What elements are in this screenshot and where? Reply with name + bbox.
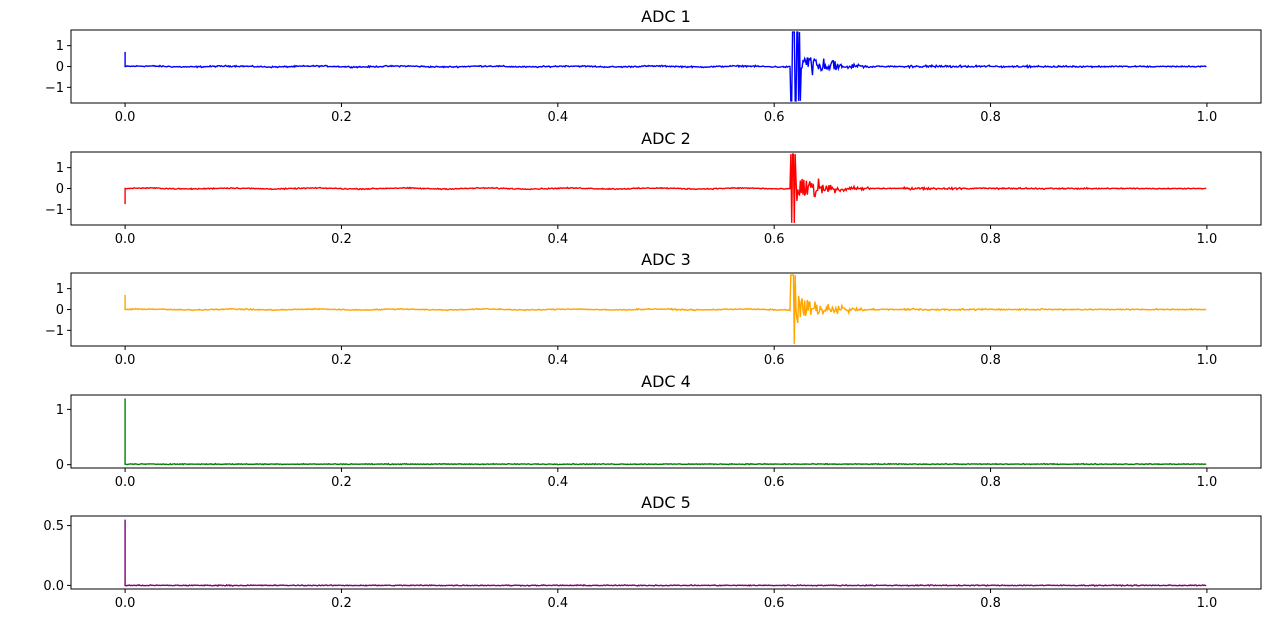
x-tick-label: 0.8 bbox=[980, 232, 1001, 247]
y-tick-label: 0.0 bbox=[43, 579, 64, 594]
x-tick-label: 0.6 bbox=[764, 232, 785, 247]
x-tick-label: 0.2 bbox=[331, 596, 352, 611]
x-tick-label: 0.8 bbox=[980, 475, 1001, 490]
y-tick-label: 1 bbox=[56, 282, 64, 297]
y-tick-label: 1 bbox=[56, 403, 64, 418]
x-tick-label: 0.4 bbox=[547, 596, 568, 611]
x-tick-label: 0.2 bbox=[331, 353, 352, 368]
x-tick-label: 1.0 bbox=[1197, 596, 1218, 611]
y-tick-label: 1 bbox=[56, 161, 64, 176]
x-tick-label: 0.6 bbox=[764, 475, 785, 490]
x-tick-label: 0.0 bbox=[115, 475, 136, 490]
y-tick-label: 0 bbox=[56, 458, 64, 473]
subplot-adc-1: ADC 1 0.0 0.2 0.4 0.6 0.8 1.0 1 0 −1 bbox=[45, 7, 1261, 125]
series-line-adc-4 bbox=[125, 398, 1206, 464]
x-tick-label: 0.4 bbox=[547, 353, 568, 368]
subplot-adc-5: ADC 5 0.0 0.2 0.4 0.6 0.8 1.0 0.5 0.0 bbox=[43, 493, 1261, 611]
subplot-adc-3: ADC 3 0.0 0.2 0.4 0.6 0.8 1.0 1 0 −1 bbox=[45, 250, 1261, 368]
x-tick-label: 0.6 bbox=[764, 110, 785, 125]
axes-frame bbox=[71, 516, 1261, 589]
x-tick-label: 0.6 bbox=[764, 353, 785, 368]
x-tick-label: 0.4 bbox=[547, 232, 568, 247]
subplot-title: ADC 5 bbox=[641, 493, 691, 512]
subplot-title: ADC 1 bbox=[641, 7, 691, 26]
x-tick-label: 1.0 bbox=[1197, 232, 1218, 247]
series-line-adc-3 bbox=[125, 275, 1206, 344]
series-line-adc-1 bbox=[125, 32, 1206, 101]
y-tick-label: 0 bbox=[56, 303, 64, 318]
x-tick-label: 1.0 bbox=[1197, 110, 1218, 125]
y-tick-label: 0.5 bbox=[43, 519, 64, 534]
subplot-adc-2: ADC 2 0.0 0.2 0.4 0.6 0.8 1.0 1 0 −1 bbox=[45, 129, 1261, 247]
x-tick-label: 0.6 bbox=[764, 596, 785, 611]
y-tick-label: 1 bbox=[56, 39, 64, 54]
x-tick-label: 0.0 bbox=[115, 596, 136, 611]
x-tick-label: 0.4 bbox=[547, 110, 568, 125]
y-tick-label: 0 bbox=[56, 60, 64, 75]
x-tick-label: 0.8 bbox=[980, 110, 1001, 125]
x-tick-label: 0.2 bbox=[331, 110, 352, 125]
x-tick-label: 0.0 bbox=[115, 353, 136, 368]
y-tick-label: 0 bbox=[56, 182, 64, 197]
subplot-title: ADC 3 bbox=[641, 250, 691, 269]
x-tick-label: 0.0 bbox=[115, 232, 136, 247]
y-tick-label: −1 bbox=[45, 81, 64, 96]
x-tick-label: 0.8 bbox=[980, 353, 1001, 368]
subplot-title: ADC 2 bbox=[641, 129, 691, 148]
x-tick-label: 0.0 bbox=[115, 110, 136, 125]
y-tick-label: −1 bbox=[45, 203, 64, 218]
series-line-adc-2 bbox=[125, 154, 1206, 223]
x-tick-label: 0.2 bbox=[331, 475, 352, 490]
subplot-adc-4: ADC 4 0.0 0.2 0.4 0.6 0.8 1.0 1 0 bbox=[56, 372, 1261, 490]
x-tick-label: 1.0 bbox=[1197, 353, 1218, 368]
subplot-title: ADC 4 bbox=[641, 372, 691, 391]
x-tick-label: 1.0 bbox=[1197, 475, 1218, 490]
x-tick-label: 0.4 bbox=[547, 475, 568, 490]
y-tick-label: −1 bbox=[45, 324, 64, 339]
series-line-adc-5 bbox=[125, 520, 1206, 586]
axes-frame bbox=[71, 395, 1261, 468]
x-tick-label: 0.2 bbox=[331, 232, 352, 247]
x-tick-label: 0.8 bbox=[980, 596, 1001, 611]
